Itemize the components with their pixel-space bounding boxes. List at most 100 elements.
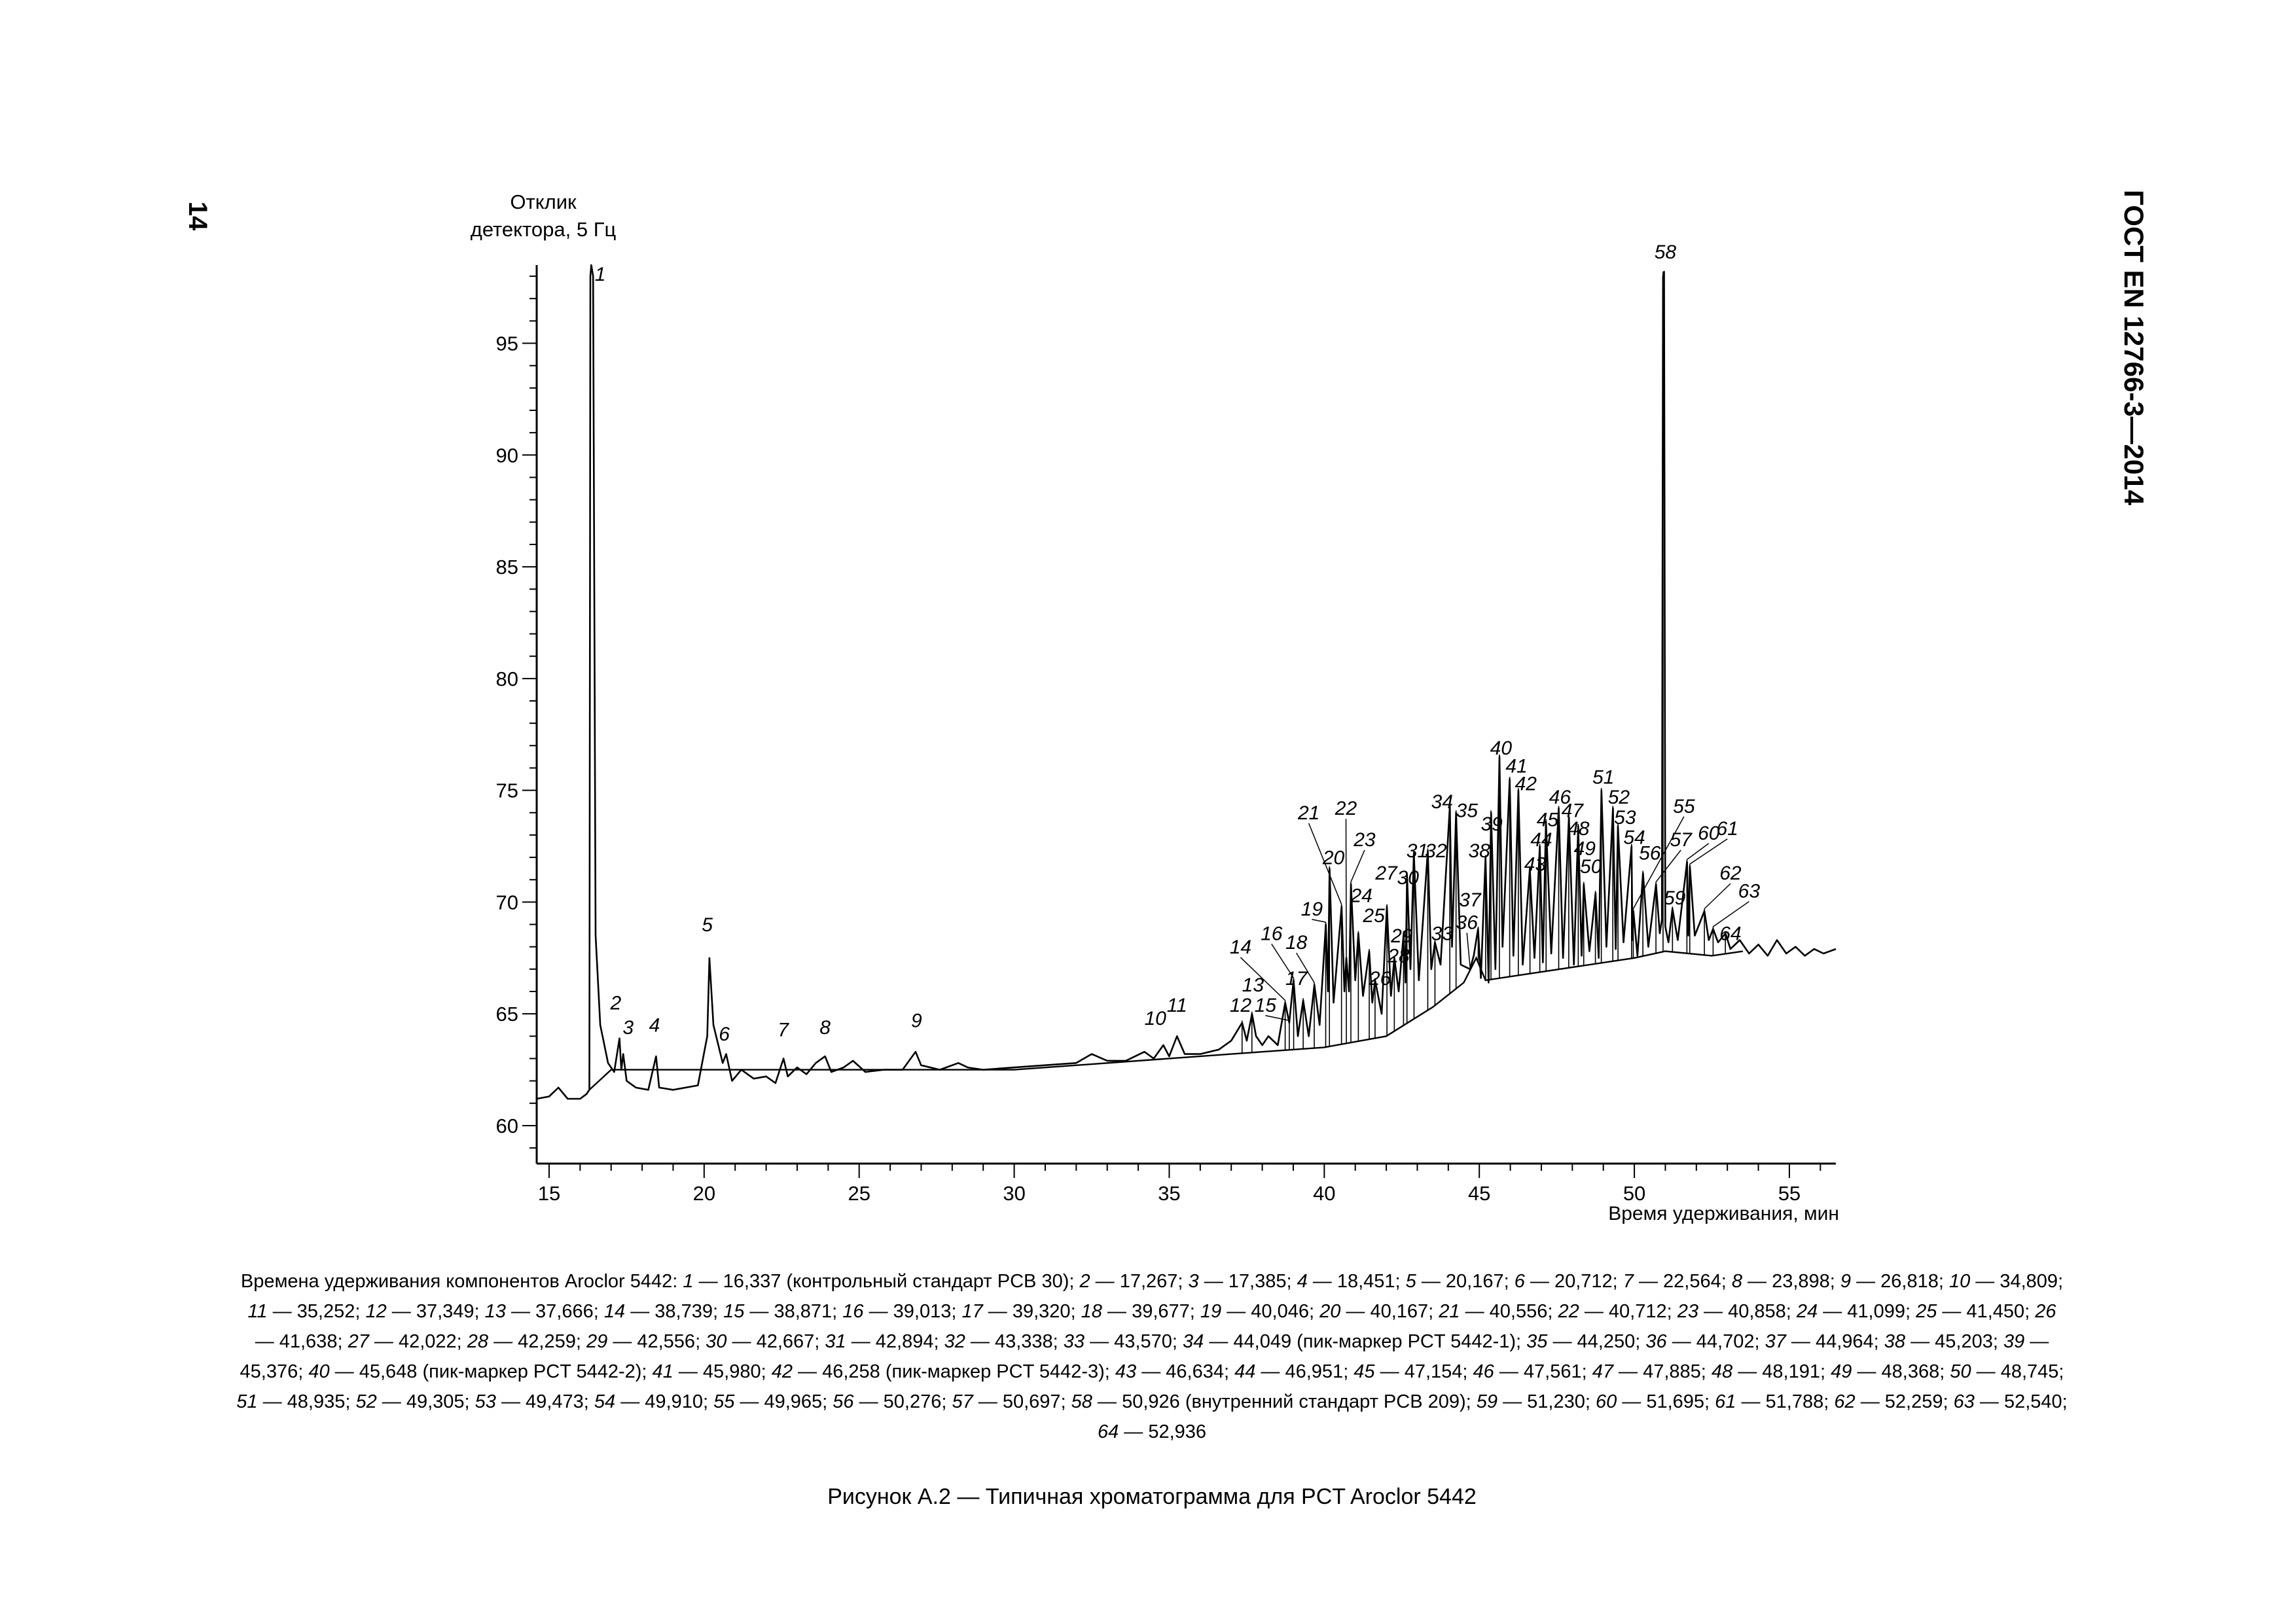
- peak-label: 35: [1456, 800, 1479, 822]
- caption-entry-time: — 38,739;: [625, 1301, 719, 1322]
- caption-entry: 4 — 18,451;: [1292, 1271, 1401, 1292]
- peak-label: 54: [1623, 827, 1645, 849]
- caption-entry: 30 — 42,667;: [700, 1331, 819, 1352]
- caption-entry-number: 12: [360, 1301, 387, 1322]
- caption-entry-time: — 42,894;: [846, 1331, 939, 1352]
- caption-entry-number: 38: [1878, 1331, 1906, 1352]
- caption-entry-number: 16: [837, 1301, 864, 1322]
- peak-label: 46: [1549, 787, 1571, 808]
- caption-entry: 55 — 49,965;: [708, 1391, 827, 1412]
- caption-entry-time: — 44,702;: [1666, 1331, 1760, 1352]
- y-tick-label: 70: [496, 891, 518, 914]
- caption-entry-number: 63: [1948, 1391, 1975, 1412]
- peak-label: 63: [1738, 881, 1761, 902]
- caption-entry: 48 — 48,191;: [1706, 1361, 1825, 1382]
- caption-entry-time: — 16,337 (контрольный стандарт PCB 30);: [693, 1271, 1075, 1292]
- caption-entries: 1 — 16,337 (контрольный стандарт PCB 30)…: [236, 1271, 2067, 1442]
- y-axis-title: Отклик детектора, 5 Гц: [445, 188, 641, 243]
- caption-entry-time: — 20,167;: [1416, 1271, 1509, 1292]
- x-tick-label: 55: [1778, 1182, 1801, 1205]
- peak-leader-line: [1308, 823, 1342, 905]
- peak-leader-line: [1704, 883, 1731, 910]
- caption-entry-number: 7: [1617, 1271, 1634, 1292]
- caption-entry-number: 46: [1467, 1361, 1494, 1382]
- peak-label: 49: [1574, 838, 1596, 860]
- caption-entry-time: — 48,745;: [1971, 1361, 2064, 1382]
- caption-entry-time: — 40,556;: [1460, 1301, 1553, 1322]
- x-tick-label: 25: [848, 1182, 870, 1205]
- x-tick-label: 40: [1313, 1182, 1335, 1205]
- caption-entry-number: 33: [1058, 1331, 1085, 1352]
- caption-entry-number: 50: [1945, 1361, 1971, 1382]
- peak-label: 32: [1425, 840, 1447, 862]
- caption-entry: 22 — 40,712;: [1552, 1301, 1672, 1322]
- caption-entry-number: 35: [1521, 1331, 1548, 1352]
- caption-entry: 49 — 48,368;: [1825, 1361, 1945, 1382]
- caption-entry-number: 23: [1672, 1301, 1698, 1322]
- caption-entry: 35 — 44,250;: [1521, 1331, 1640, 1352]
- caption-entry-number: 45: [1348, 1361, 1375, 1382]
- peak-leader-line: [1466, 933, 1471, 967]
- peak-leader-line: [1312, 919, 1326, 923]
- caption-entry-number: 28: [461, 1331, 489, 1352]
- x-tick-label: 15: [538, 1182, 560, 1205]
- caption-entry-time: — 46,258 (пик-маркер PCT 5442-3);: [793, 1361, 1110, 1382]
- peak-label: 16: [1261, 923, 1283, 944]
- caption-entry-time: — 44,964;: [1785, 1331, 1879, 1352]
- y-tick-label: 95: [496, 332, 518, 355]
- peak-leader-line: [1689, 838, 1728, 865]
- caption-entry: 45 — 47,154;: [1348, 1361, 1467, 1382]
- caption-entry: 16 — 39,013;: [837, 1301, 956, 1322]
- peak-label: 10: [1144, 1008, 1166, 1029]
- caption-entry-time: — 46,634;: [1136, 1361, 1230, 1382]
- peak-label: 2: [609, 992, 621, 1014]
- peak-label: 17: [1285, 968, 1308, 990]
- peak-label: 56: [1639, 843, 1661, 865]
- peak-label: 62: [1719, 863, 1742, 884]
- caption-entry-time: — 50,926 (внутренний стандарт PCB 209);: [1092, 1391, 1471, 1412]
- caption-entry-number: 29: [581, 1331, 608, 1352]
- caption-entry: 56 — 50,276;: [827, 1391, 946, 1412]
- peak-leader-line: [1271, 944, 1295, 978]
- peak-label: 3: [622, 1017, 634, 1039]
- peak-label: 38: [1469, 840, 1491, 862]
- caption-entry: 1 — 16,337 (контрольный стандарт PCB 30)…: [683, 1271, 1074, 1292]
- caption-entry-number: 20: [1314, 1301, 1341, 1322]
- caption-entry-number: 17: [956, 1301, 983, 1322]
- peak-leader-line: [1240, 957, 1286, 1001]
- peak-label: 58: [1655, 241, 1677, 263]
- caption-entry-time: — 42,259;: [488, 1331, 581, 1352]
- caption-entry-time: — 52,259;: [1855, 1391, 1948, 1412]
- caption-entry-time: — 37,349;: [386, 1301, 480, 1322]
- caption-entry-number: 5: [1400, 1271, 1416, 1292]
- caption-entry-number: 26: [2030, 1301, 2056, 1322]
- caption-entry-time: — 35,252;: [267, 1301, 361, 1322]
- caption-entry-number: 39: [1998, 1331, 2025, 1352]
- caption-entry: 13 — 37,666;: [480, 1301, 599, 1322]
- caption-entry: 37 — 44,964;: [1760, 1331, 1879, 1352]
- caption-entry-number: 51: [236, 1391, 258, 1412]
- peak-label: 34: [1431, 791, 1453, 813]
- peak-label: 45: [1537, 809, 1559, 830]
- caption-entry-number: 64: [1097, 1421, 1119, 1442]
- caption-entry: 8 — 23,898;: [1727, 1271, 1835, 1292]
- peak-label: 37: [1459, 889, 1482, 911]
- x-tick-label: 30: [1003, 1182, 1025, 1205]
- peak-leader-line: [1350, 849, 1365, 882]
- caption-entry-number: 13: [479, 1301, 506, 1322]
- caption-entry-number: 27: [342, 1331, 369, 1352]
- caption-entry-time: — 45,980;: [673, 1361, 766, 1382]
- caption-entry-number: 62: [1829, 1391, 1856, 1412]
- peak-label: 59: [1664, 887, 1686, 909]
- caption-entry: 63 — 52,540;: [1948, 1391, 2068, 1412]
- chart-traces: [536, 264, 1837, 1100]
- caption-entry-time: — 39,013;: [863, 1301, 957, 1322]
- caption-entry-time: — 41,099;: [1818, 1301, 1911, 1322]
- caption-entry: 15 — 38,871;: [718, 1301, 837, 1322]
- peak-label: 52: [1608, 787, 1630, 808]
- caption-entry-time: — 49,965;: [734, 1391, 828, 1412]
- caption-entry: 60 — 51,695;: [1590, 1391, 1710, 1412]
- caption-entry: 64 — 52,936: [1098, 1421, 1206, 1442]
